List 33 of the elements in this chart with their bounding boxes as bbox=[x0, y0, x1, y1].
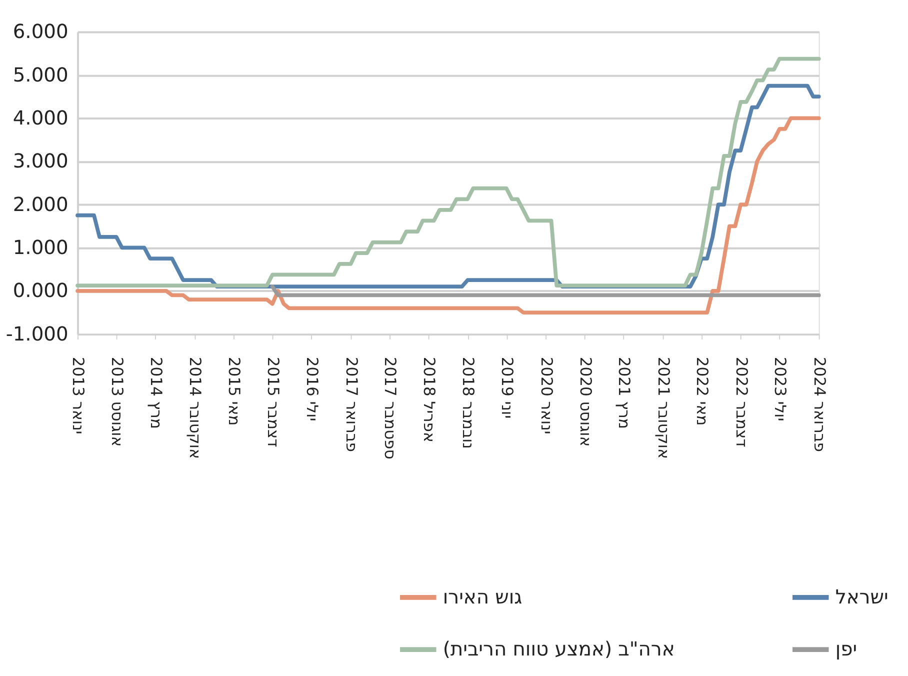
x-tick-label: דצמבר 2015 bbox=[264, 356, 282, 448]
y-tick-label: 5.000 bbox=[12, 63, 68, 86]
x-tick-label: יוני 2019 bbox=[498, 356, 516, 419]
x-tick-label: מרץ 2021 bbox=[615, 356, 634, 429]
x-tick-label: ספטמבר 2017 bbox=[381, 356, 400, 460]
x-tick-label: ינואר 2020 bbox=[537, 356, 556, 434]
y-tick-label: -1.000 bbox=[6, 322, 68, 346]
y-tick-label: 6.000 bbox=[12, 20, 68, 44]
y-tick-label: 0.000 bbox=[12, 279, 68, 302]
y-tick-label: 4.000 bbox=[12, 106, 68, 130]
x-tick-label: ינואר 2013 bbox=[69, 356, 88, 434]
x-tick-label: מרץ 2014 bbox=[146, 356, 165, 429]
x-tick-label: אוקטובר 2014 bbox=[186, 356, 204, 459]
x-tick-label: יולי 2016 bbox=[303, 356, 322, 422]
x-tick-label: מאי 2022 bbox=[693, 356, 712, 426]
legend-label: ישראל bbox=[835, 585, 888, 608]
x-tick-label: דצמבר 2022 bbox=[732, 356, 750, 448]
legend-label: ארה"ב (אמצע טווח הריבית) bbox=[442, 637, 675, 660]
x-tick-label: אוגוסט 2013 bbox=[108, 356, 126, 447]
legend-label: יפן bbox=[835, 637, 858, 660]
x-tick-label: מאי 2015 bbox=[224, 356, 243, 426]
x-tick-label: אוקטובר 2021 bbox=[654, 356, 672, 459]
legend-label: גוש האירו bbox=[442, 585, 522, 608]
y-tick-label: 2.000 bbox=[12, 192, 68, 216]
x-tick-label: פברואר 2017 bbox=[342, 356, 360, 452]
x-tick-label: יולי 2023 bbox=[771, 356, 790, 422]
line-series bbox=[76, 116, 821, 314]
y-tick-label: 1.000 bbox=[12, 236, 68, 260]
x-tick-label: פברואר 2024 bbox=[810, 356, 828, 452]
y-tick-label: 3.000 bbox=[12, 150, 68, 173]
x-tick-label: אוגוסט 2020 bbox=[576, 356, 594, 447]
x-tick-label: נובמבר 2018 bbox=[459, 356, 478, 449]
x-tick-label: אפריל 2018 bbox=[420, 356, 438, 442]
